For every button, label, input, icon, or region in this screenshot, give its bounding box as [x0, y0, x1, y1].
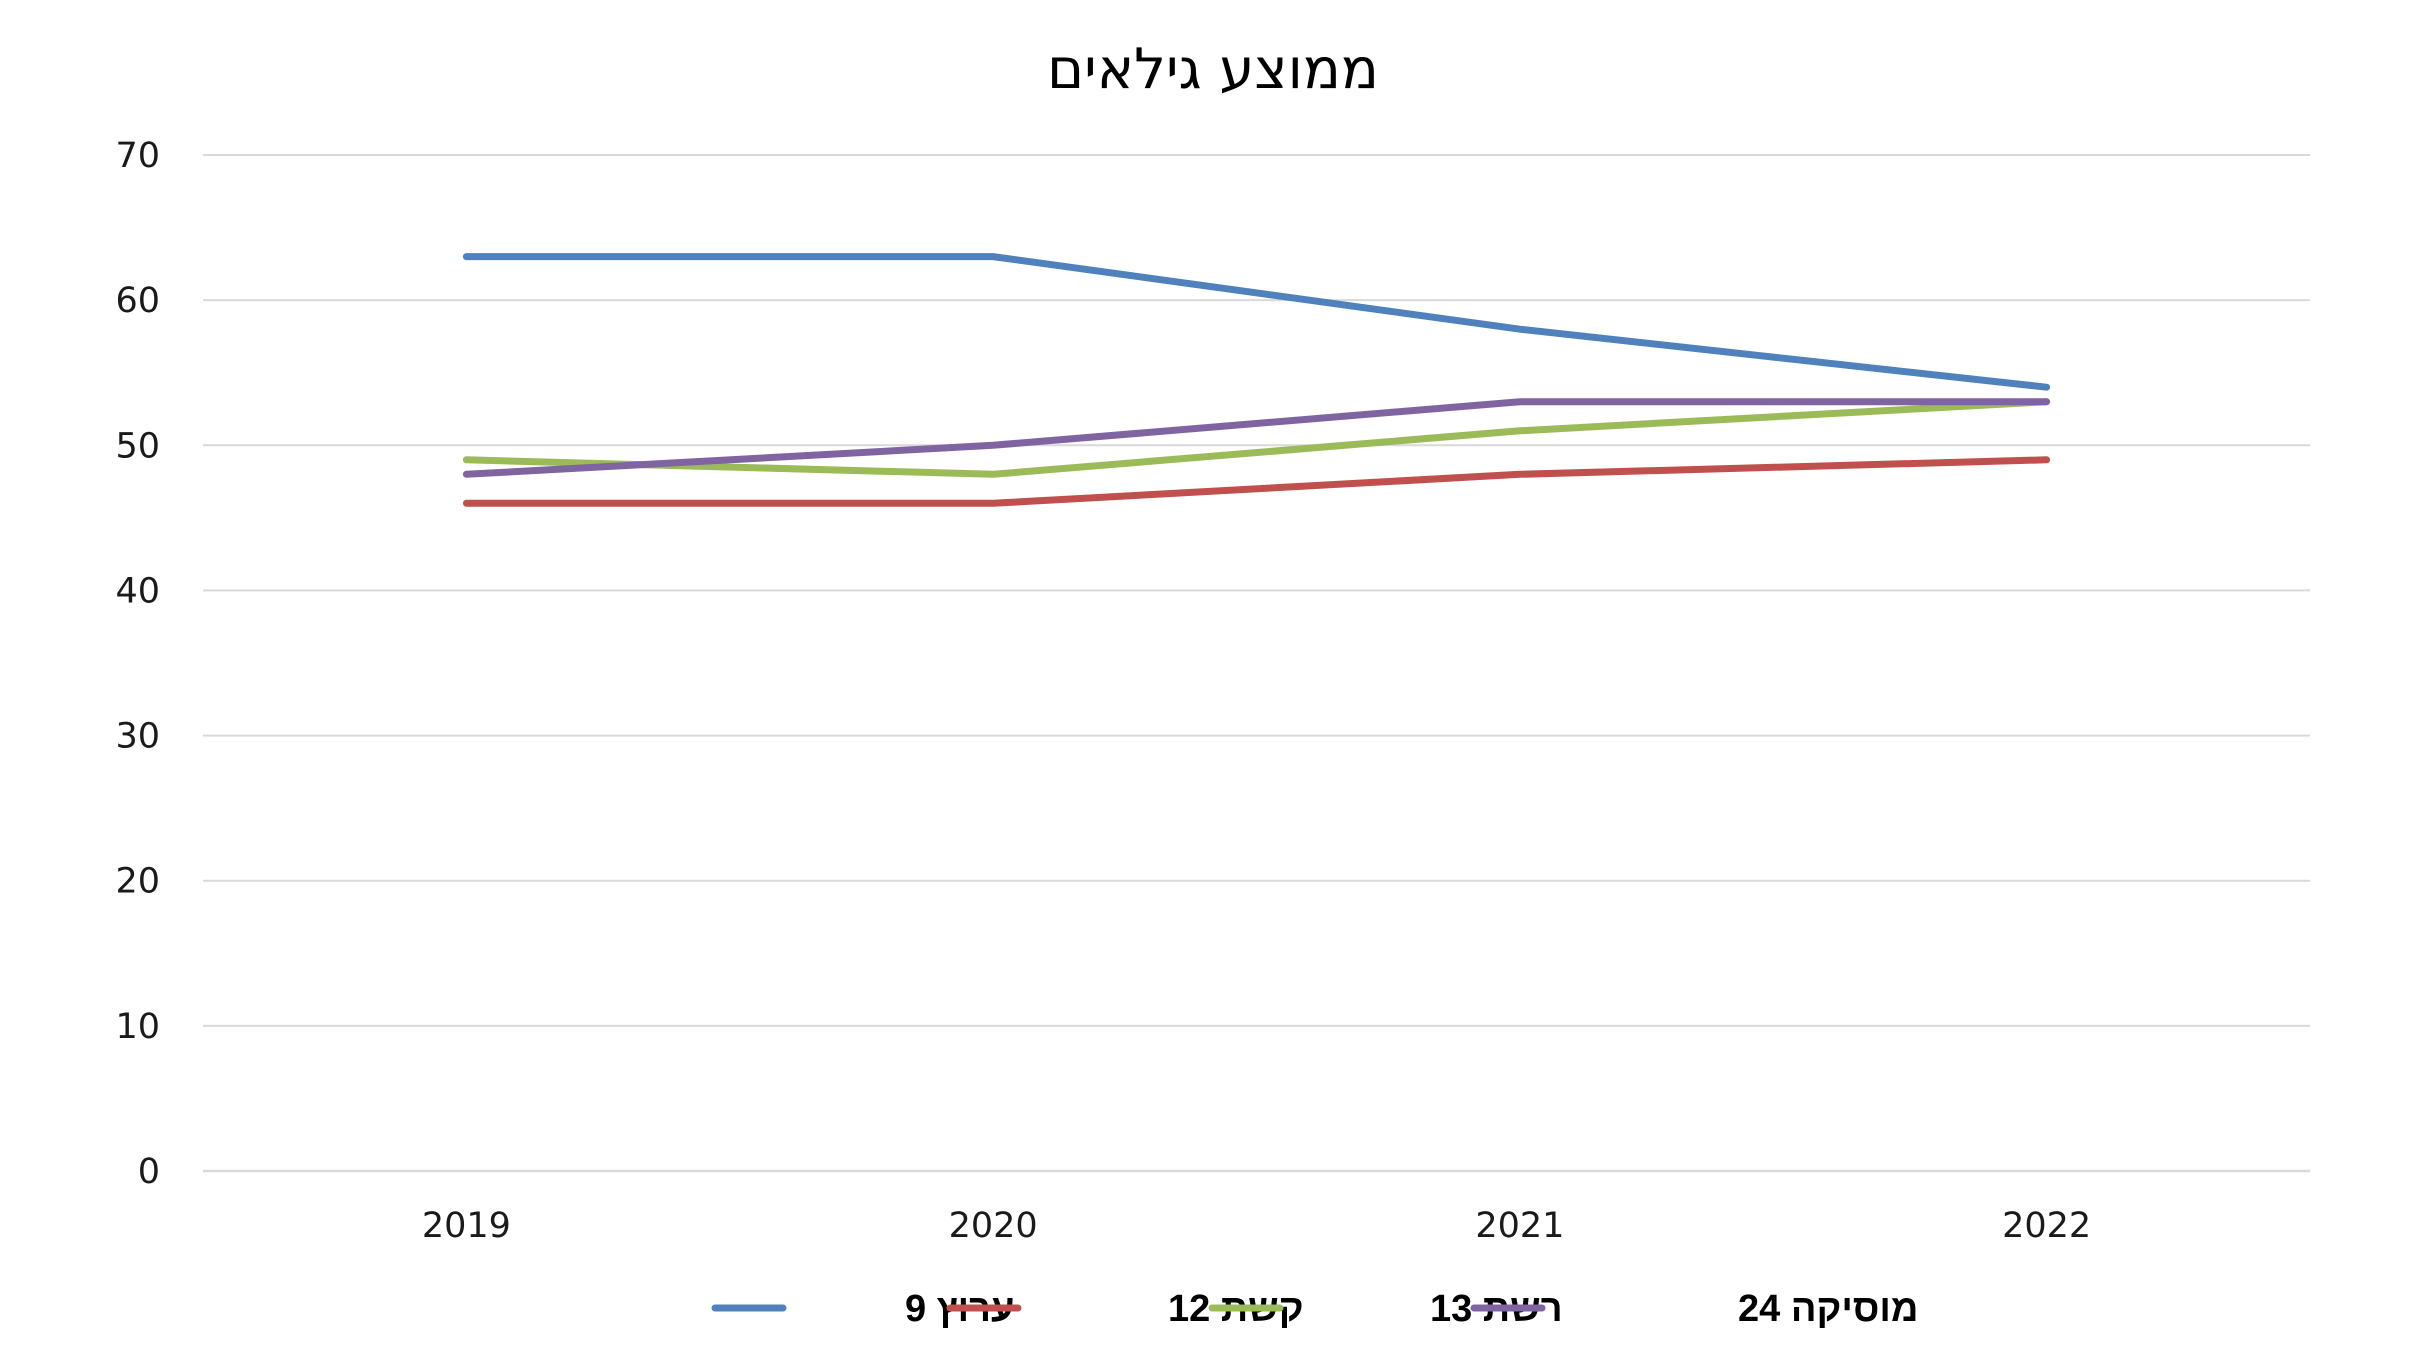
- x-tick-label: 2020: [949, 1206, 1038, 1246]
- y-tick-label: 20: [115, 862, 160, 902]
- series-line-3: [462, 398, 2051, 478]
- y-tick-label: 0: [138, 1152, 160, 1192]
- x-axis-tick-labels: 2019 2020 2021 2022: [422, 1206, 2091, 1246]
- series-line-4: [462, 398, 2051, 478]
- legend-label: מוסיקה 24: [1738, 1288, 1918, 1330]
- series-lines: [462, 253, 2051, 507]
- x-tick-label: 2022: [2002, 1206, 2091, 1246]
- y-tick-label: 10: [115, 1007, 160, 1047]
- legend-item: מוסיקה 24: [1470, 1288, 1918, 1330]
- chart-title: ממוצע גילאים: [1047, 37, 1379, 102]
- y-tick-label: 30: [115, 717, 160, 757]
- y-tick-label: 50: [115, 426, 160, 466]
- y-axis-tick-labels: 0 10 20 30 40 50 60 70: [115, 136, 160, 1192]
- series-line-2: [462, 456, 2051, 507]
- y-tick-label: 60: [115, 281, 160, 321]
- gridlines: [203, 154, 2310, 1173]
- x-tick-label: 2019: [422, 1206, 511, 1246]
- series-line-1: [462, 253, 2051, 391]
- y-tick-label: 40: [115, 571, 160, 611]
- legend: ערוץ 9 קשת 12 רשת 13 מוסיקה 24: [711, 1288, 1918, 1330]
- y-tick-label: 70: [115, 136, 160, 176]
- x-tick-label: 2021: [1475, 1206, 1564, 1246]
